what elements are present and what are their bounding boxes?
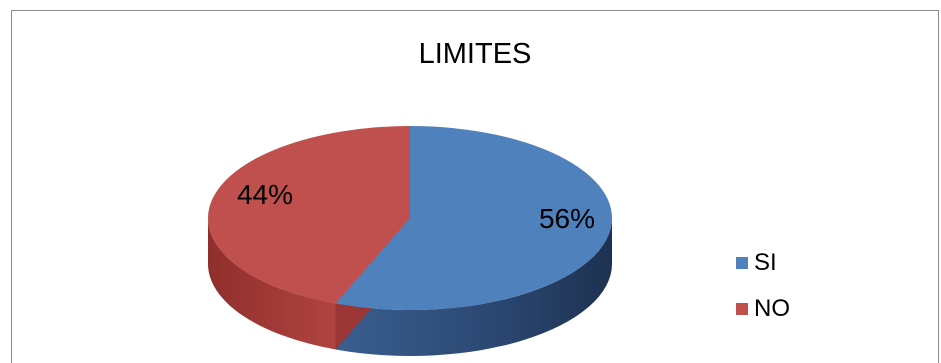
legend-swatch-si xyxy=(736,257,748,269)
legend: SI NO xyxy=(736,240,790,332)
data-label-si: 56% xyxy=(539,203,595,234)
legend-label-no: NO xyxy=(754,295,790,322)
legend-label-si: SI xyxy=(754,249,777,276)
pie-slice-si xyxy=(335,126,612,310)
data-label-no: 44% xyxy=(237,179,293,210)
legend-item-no: NO xyxy=(736,286,790,332)
legend-item-si: SI xyxy=(736,240,790,286)
pie-slice-no xyxy=(208,126,410,304)
pie-slice-side-no xyxy=(207,218,336,350)
chart-title: LIMITES xyxy=(418,38,532,70)
pie-slice-side-si xyxy=(335,218,612,356)
legend-swatch-no xyxy=(736,303,748,315)
